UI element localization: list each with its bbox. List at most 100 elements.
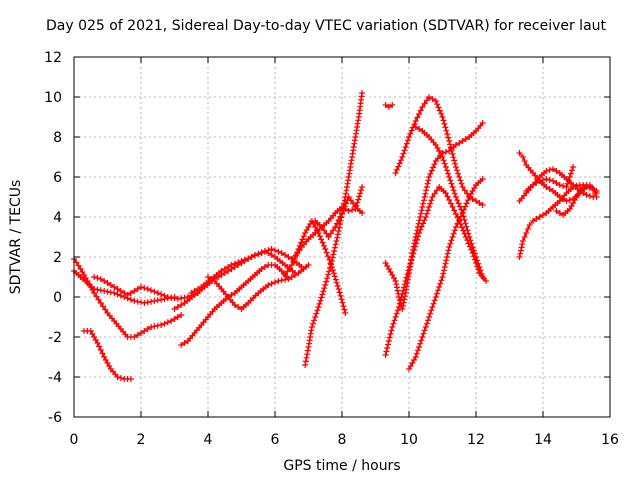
data-point-marker: [415, 233, 422, 240]
data-point-marker: [436, 284, 443, 290]
data-point-marker: [455, 170, 462, 177]
data-point-marker: [423, 184, 430, 190]
data-point-marker: [407, 130, 414, 137]
data-point-marker: [567, 170, 574, 177]
data-point-marker: [452, 194, 459, 200]
data-point-marker: [343, 200, 349, 207]
data-point-marker: [435, 104, 442, 111]
data-point-marker: [205, 274, 211, 280]
y-tick-label: 8: [53, 130, 62, 146]
data-point-marker: [444, 167, 450, 174]
data-point-marker: [235, 304, 242, 310]
data-point-marker: [425, 177, 432, 184]
data-point-marker: [171, 306, 178, 312]
data-point-marker: [451, 157, 458, 164]
data-point-marker: [459, 184, 466, 190]
series-layer: [71, 90, 600, 382]
data-point-marker: [275, 248, 282, 255]
data-point-marker: [553, 168, 560, 174]
data-point-marker: [586, 193, 593, 199]
data-point-marker: [476, 264, 483, 270]
data-point-marker: [245, 255, 252, 262]
data-point-marker: [235, 259, 242, 266]
data-point-marker: [382, 352, 389, 358]
data-point-marker: [330, 251, 337, 258]
data-point-marker: [469, 244, 476, 250]
series-track: [553, 182, 600, 218]
data-point-marker: [258, 266, 265, 272]
data-point-marker: [258, 250, 265, 256]
data-point-marker: [336, 289, 343, 296]
data-point-marker: [516, 254, 523, 260]
data-point-marker: [474, 257, 481, 264]
data-point-marker: [418, 223, 425, 230]
data-point-marker: [463, 200, 470, 207]
data-point-marker: [355, 196, 362, 203]
data-point-marker: [97, 287, 104, 294]
data-point-marker: [569, 167, 575, 174]
data-point-marker: [422, 324, 429, 330]
data-point-marker: [138, 330, 144, 336]
data-point-marker: [546, 177, 553, 183]
data-point-marker: [412, 124, 419, 130]
data-point-marker: [261, 264, 268, 270]
data-point-marker: [405, 267, 412, 274]
data-point-marker: [128, 296, 134, 303]
series-track: [71, 256, 185, 340]
data-point-marker: [458, 206, 465, 213]
data-point-marker: [117, 375, 124, 381]
data-point-marker: [553, 208, 560, 214]
data-point-marker: [521, 234, 528, 240]
data-point-marker: [409, 254, 416, 260]
data-point-marker: [411, 247, 418, 254]
data-point-marker: [138, 284, 144, 290]
data-point-marker: [294, 250, 301, 257]
data-point-marker: [158, 291, 165, 298]
data-point-marker: [311, 317, 318, 324]
series-track: [188, 246, 305, 296]
data-point-marker: [517, 247, 524, 254]
data-point-marker: [411, 121, 418, 128]
data-point-marker: [543, 184, 550, 190]
data-point-marker: [469, 196, 476, 202]
data-point-marker: [437, 280, 444, 287]
data-point-marker: [292, 272, 299, 278]
data-point-marker: [449, 184, 456, 190]
data-point-marker: [174, 296, 181, 302]
y-tick-label: 10: [44, 90, 62, 106]
data-point-marker: [543, 168, 550, 174]
data-point-marker: [462, 136, 469, 142]
data-point-marker: [395, 163, 402, 170]
data-point-marker: [390, 320, 397, 327]
data-point-marker: [326, 268, 333, 275]
data-point-marker: [337, 221, 343, 228]
data-point-marker: [265, 282, 272, 288]
data-point-marker: [231, 260, 238, 267]
data-point-marker: [423, 210, 430, 217]
data-point-marker: [359, 90, 366, 96]
data-point-marker: [427, 170, 434, 177]
data-point-marker: [385, 104, 392, 110]
data-point-marker: [101, 288, 108, 294]
data-point-marker: [218, 268, 225, 274]
data-point-marker: [278, 250, 285, 256]
data-point-marker: [543, 176, 550, 182]
data-point-marker: [428, 307, 435, 314]
data-point-marker: [533, 180, 540, 186]
data-point-marker: [339, 210, 345, 216]
data-point-marker: [412, 243, 419, 250]
data-point-marker: [134, 332, 141, 338]
data-point-marker: [583, 192, 590, 198]
data-point-marker: [540, 177, 546, 183]
data-point-marker: [138, 299, 144, 306]
data-point-marker: [334, 231, 341, 238]
data-point-marker: [454, 167, 460, 174]
data-point-marker: [454, 197, 461, 204]
data-point-marker: [442, 190, 449, 196]
data-point-marker: [121, 290, 128, 296]
data-point-marker: [450, 187, 457, 194]
data-point-marker: [445, 134, 452, 141]
data-point-marker: [337, 292, 344, 299]
data-point-marker: [316, 233, 323, 240]
data-point-marker: [100, 303, 106, 310]
